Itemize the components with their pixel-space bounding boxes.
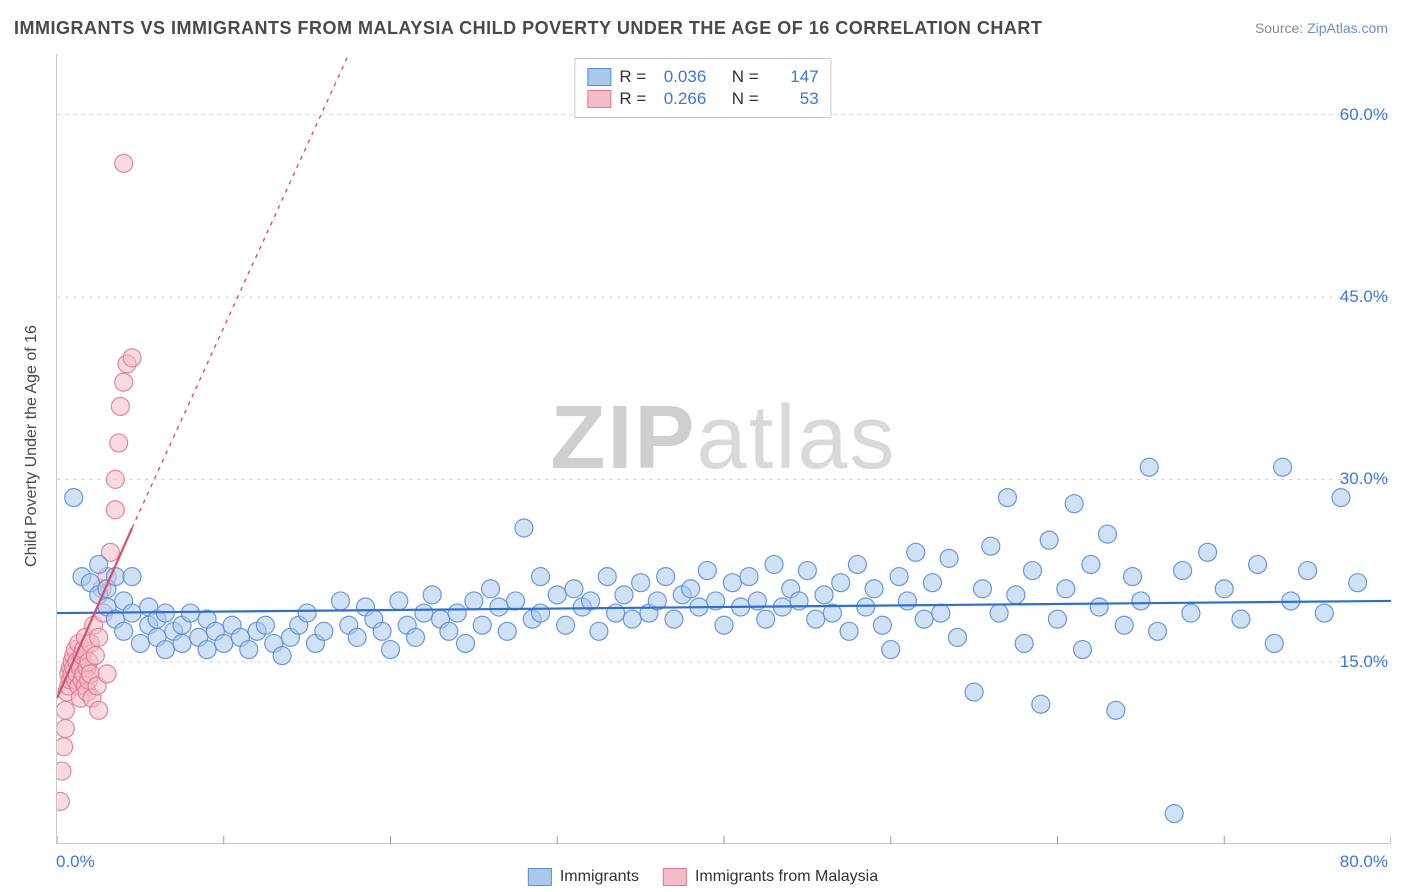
r-label: R = xyxy=(619,67,646,87)
n-value-pink: 53 xyxy=(767,89,819,109)
n-label: N = xyxy=(732,89,759,109)
plot-area: ZIPatlas xyxy=(56,54,1390,844)
y-tick-label: 15.0% xyxy=(1340,652,1388,672)
n-value-blue: 147 xyxy=(767,67,819,87)
chart-title: IMMIGRANTS VS IMMIGRANTS FROM MALAYSIA C… xyxy=(14,18,1042,39)
swatch-blue-2 xyxy=(528,868,552,886)
legend-stats-row-blue: R = 0.036 N = 147 xyxy=(587,67,818,87)
source-prefix: Source: xyxy=(1255,20,1307,36)
legend-label-immigrants: Immigrants xyxy=(560,868,639,886)
legend-stats-row-pink: R = 0.266 N = 53 xyxy=(587,89,818,109)
swatch-pink-2 xyxy=(663,868,687,886)
y-tick-label: 30.0% xyxy=(1340,469,1388,489)
legend-series: Immigrants Immigrants from Malaysia xyxy=(528,868,878,886)
legend-item-immigrants: Immigrants xyxy=(528,868,639,886)
source-attribution: Source: ZipAtlas.com xyxy=(1255,20,1388,36)
r-label: R = xyxy=(619,89,646,109)
legend-item-malaysia: Immigrants from Malaysia xyxy=(663,868,878,886)
x-axis-min-label: 0.0% xyxy=(56,852,95,872)
swatch-pink xyxy=(587,90,611,108)
y-tick-label: 60.0% xyxy=(1340,105,1388,125)
legend-stats: R = 0.036 N = 147 R = 0.266 N = 53 xyxy=(574,58,831,118)
r-value-blue: 0.036 xyxy=(654,67,706,87)
y-tick-label: 45.0% xyxy=(1340,287,1388,307)
swatch-blue xyxy=(587,68,611,86)
chart-svg xyxy=(57,54,1391,844)
source-link[interactable]: ZipAtlas.com xyxy=(1307,20,1388,36)
x-axis-max-label: 80.0% xyxy=(1340,852,1388,872)
n-label: N = xyxy=(732,67,759,87)
legend-label-malaysia: Immigrants from Malaysia xyxy=(695,868,878,886)
y-axis-label: Child Poverty Under the Age of 16 xyxy=(23,325,41,567)
r-value-pink: 0.266 xyxy=(654,89,706,109)
